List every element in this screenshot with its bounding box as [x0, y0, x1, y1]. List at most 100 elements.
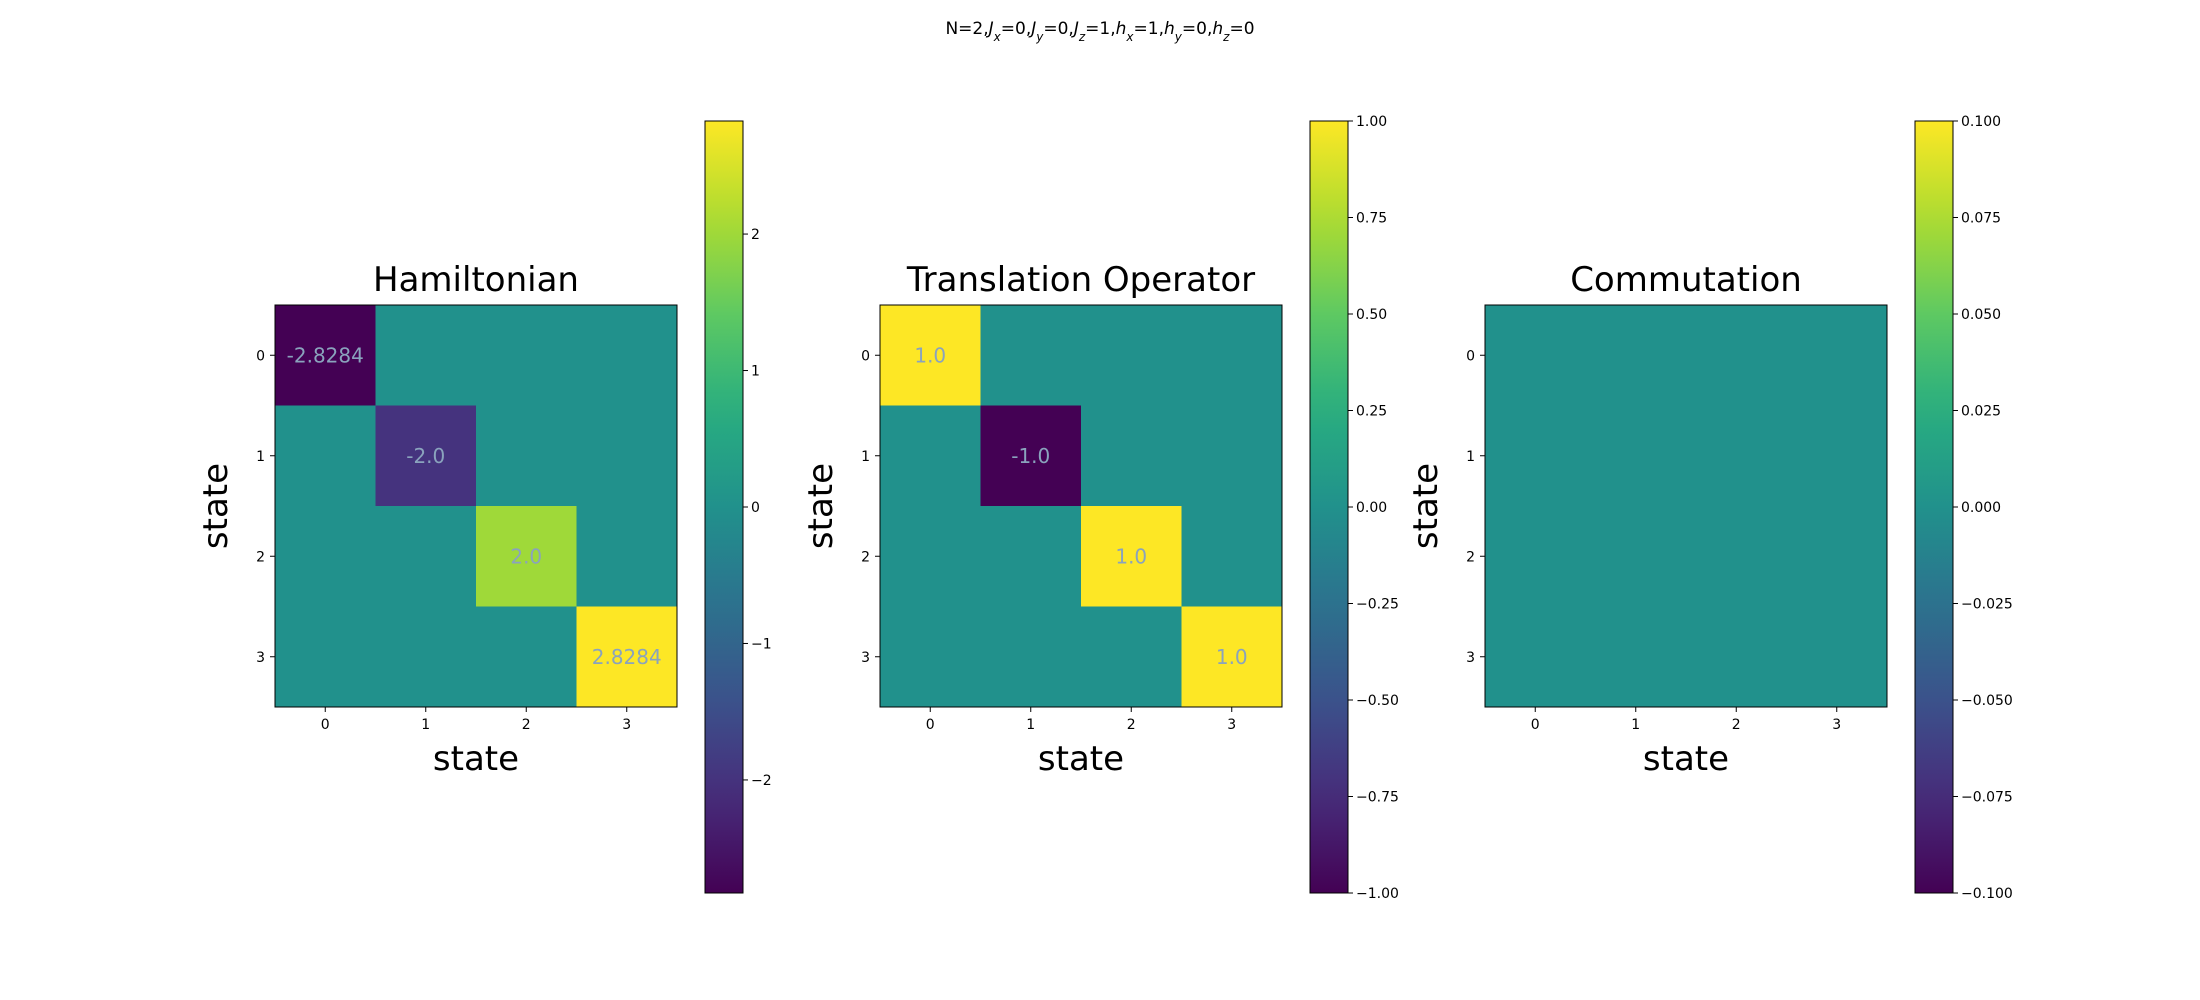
y-axis-label: state: [801, 463, 841, 549]
suptitle-part: J: [986, 19, 994, 39]
x-tick-label: 0: [1531, 717, 1540, 733]
panel-title: Commutation: [1570, 260, 1802, 300]
heatmap-cell: [880, 305, 981, 406]
heatmap-cell: [1585, 606, 1687, 708]
y-tick-label: 3: [1466, 650, 1475, 666]
heatmap-cell: [980, 305, 1082, 406]
colorbar-tick-label: 0.75: [1356, 211, 1387, 227]
y-tick-label: 2: [256, 549, 265, 565]
cell-value-label: 1.0: [914, 343, 946, 367]
colorbar-tick-label: −0.50: [1356, 693, 1399, 709]
heatmap-cell: [1786, 606, 1888, 708]
heatmap-cell: [1485, 305, 1586, 406]
heatmap-cell: [1686, 606, 1787, 708]
y-axis-label: state: [1406, 463, 1446, 549]
heatmap-cell: [375, 405, 477, 507]
y-tick-label: 0: [256, 348, 265, 364]
heatmap-frame: [879, 304, 1283, 708]
panel-0: -2.8284 -2.0 2.0 2.8284 Hamiltonian 0 1 2 3 0 1 2 3 s…: [196, 120, 772, 894]
cell-value-label: -2.8284: [287, 343, 364, 367]
suptitle-subscript: z: [1078, 30, 1086, 44]
heatmap-cell: [576, 305, 678, 406]
y-tick-label: 2: [861, 549, 870, 565]
heatmap-cell: [1686, 305, 1787, 406]
colorbar: [1310, 121, 1348, 893]
suptitle-part: h: [1116, 19, 1127, 39]
suptitle-subscript: y: [1035, 30, 1044, 44]
heatmap-cell: [1585, 305, 1687, 406]
heatmap-frame: [1484, 304, 1888, 708]
suptitle-part: N=2,: [945, 19, 988, 39]
x-tick-label: 1: [1631, 717, 1640, 733]
colorbar-tick-label: 0: [751, 500, 760, 516]
x-tick-label: 3: [1227, 717, 1236, 733]
suptitle-subscript: y: [1174, 30, 1183, 44]
heatmap-cell: [1686, 405, 1787, 507]
suptitle-part: =0,: [1043, 19, 1073, 39]
heatmap-cell: [1485, 606, 1586, 708]
heatmap-cell: [275, 606, 376, 708]
colorbar-tick-label: 0.100: [1961, 114, 2001, 130]
x-tick-label: 2: [1127, 717, 1136, 733]
colorbar-tick-label: 0.000: [1961, 500, 2001, 516]
cell-value-label: 1.0: [1115, 544, 1147, 568]
colorbar-tick-label: 1: [751, 364, 760, 380]
y-tick-label: 1: [861, 449, 870, 465]
suptitle-part: =0,: [1001, 19, 1031, 39]
suptitle-part: =1,: [1085, 19, 1115, 39]
heatmap-cell: [1181, 305, 1283, 406]
cell-value-label: -1.0: [1011, 444, 1050, 468]
panel-title: Hamiltonian: [373, 260, 579, 300]
suptitle-part: J: [1071, 19, 1079, 39]
y-tick-label: 1: [256, 449, 265, 465]
suptitle-part: =1,: [1134, 19, 1164, 39]
x-axis-label: state: [1643, 739, 1729, 779]
suptitle-subscript: x: [993, 30, 1002, 44]
heatmap-cell: [980, 405, 1082, 507]
heatmap-cell: [275, 405, 376, 507]
heatmap-cell: [275, 506, 376, 607]
heatmap-cell: [1786, 506, 1888, 607]
colorbar-tick-label: 0.00: [1356, 500, 1387, 516]
y-tick-label: 1: [1466, 449, 1475, 465]
colorbar-tick-label: 0.50: [1356, 307, 1387, 323]
heatmap-cell: [1181, 506, 1283, 607]
colorbar-tick-label: −0.100: [1961, 886, 2013, 902]
heatmap-cell: [1485, 506, 1586, 607]
x-tick-label: 3: [1832, 717, 1841, 733]
suptitle-part: =0: [1229, 19, 1254, 39]
heatmap-cell: [476, 606, 577, 708]
heatmap-cell: [1081, 606, 1182, 708]
colorbar: [1915, 121, 1953, 893]
heatmap-cell: [880, 606, 981, 708]
x-tick-label: 0: [321, 717, 330, 733]
colorbar-tick-label: 2: [751, 227, 760, 243]
colorbar-tick-label: 0.25: [1356, 404, 1387, 420]
x-tick-label: 1: [1026, 717, 1035, 733]
colorbar: [705, 121, 743, 893]
x-tick-label: 1: [421, 717, 430, 733]
colorbar-tick-label: −0.75: [1356, 790, 1399, 806]
suptitle-subscript: z: [1222, 30, 1230, 44]
x-tick-label: 3: [622, 717, 631, 733]
heatmap-cell: [1081, 506, 1182, 607]
colorbar-tick-label: −0.25: [1356, 597, 1399, 613]
heatmap-cell: [1585, 506, 1687, 607]
colorbar-tick-label: −1: [751, 636, 772, 652]
heatmap-cell: [1081, 305, 1182, 406]
x-tick-label: 2: [1732, 717, 1741, 733]
heatmap-frame: [274, 304, 678, 708]
heatmap-cell: [1485, 405, 1586, 507]
suptitle-part: =0,: [1182, 19, 1212, 39]
heatmap-cell: [375, 305, 477, 406]
cell-value-label: 2.8284: [592, 645, 662, 669]
colorbar-tick-label: −0.025: [1961, 597, 2013, 613]
suptitle-part: J: [1028, 19, 1036, 39]
y-tick-label: 3: [256, 650, 265, 666]
heatmap-cell: [375, 506, 477, 607]
heatmap-cell: [576, 606, 678, 708]
panel-1: 1.0 -1.0 1.0 1.0 Translation Operator 0 1 2 3 0 1 2…: [801, 114, 1399, 902]
heatmap-cell: [1786, 405, 1888, 507]
cell-value-label: 1.0: [1216, 645, 1248, 669]
